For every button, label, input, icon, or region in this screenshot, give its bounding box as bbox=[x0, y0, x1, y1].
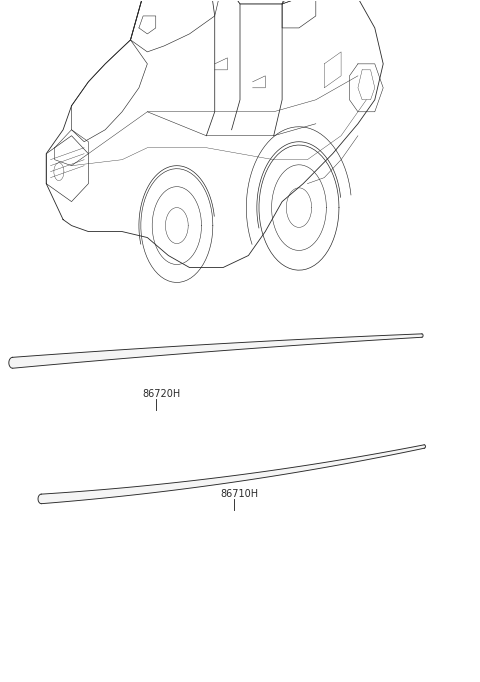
Text: 86710H: 86710H bbox=[220, 489, 258, 499]
Text: 86720H: 86720H bbox=[142, 389, 180, 399]
Polygon shape bbox=[38, 445, 425, 504]
Polygon shape bbox=[9, 334, 423, 368]
